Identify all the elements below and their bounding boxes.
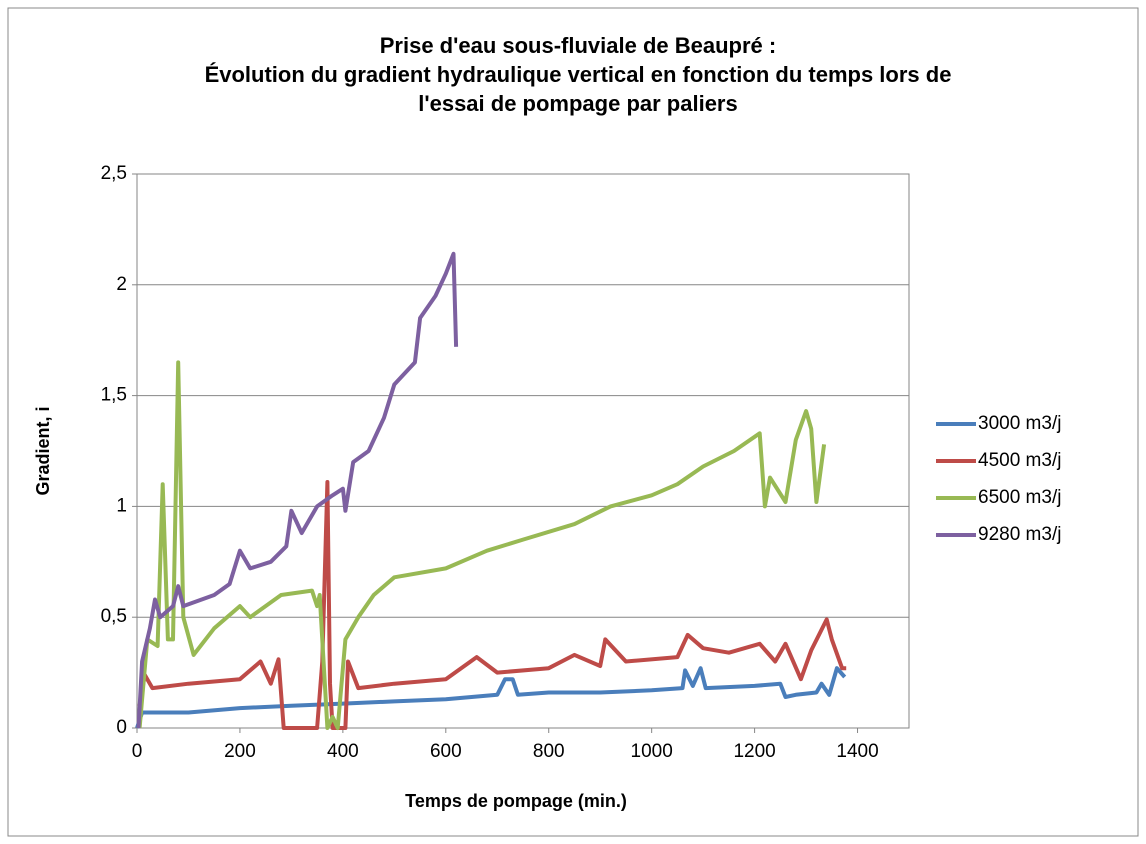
y-tick-label: 1,5 (101, 385, 127, 406)
x-tick-label: 1400 (836, 741, 878, 762)
x-tick-label: 200 (224, 741, 256, 762)
x-tick-label: 1000 (631, 741, 673, 762)
y-tick-label: 0 (116, 717, 127, 738)
legend-label: 4500 m3/j (978, 450, 1061, 471)
plot-area (136, 173, 910, 729)
y-tick-label: 2 (116, 274, 127, 295)
legend-label: 9280 m3/j (978, 524, 1061, 545)
x-tick-label: 0 (132, 741, 143, 762)
series-line (136, 251, 459, 729)
x-tick-label: 800 (533, 741, 565, 762)
x-tick-label: 1200 (733, 741, 775, 762)
series-line (137, 360, 827, 730)
x-axis-title: Temps de pompage (min.) (405, 791, 627, 811)
y-tick-label: 2,5 (101, 163, 127, 184)
chart-title: l'essai de pompage par paliers (418, 91, 737, 116)
chart-title: Évolution du gradient hydraulique vertic… (205, 62, 952, 87)
x-tick-label: 600 (430, 741, 462, 762)
legend-label: 3000 m3/j (978, 413, 1061, 434)
y-tick-label: 1 (116, 495, 127, 516)
x-tick-label: 400 (327, 741, 359, 762)
series-line (137, 480, 847, 730)
y-tick-label: 0,5 (101, 606, 127, 627)
chart-title: Prise d'eau sous-fluviale de Beaupré : (380, 33, 776, 58)
legend-label: 6500 m3/j (978, 487, 1061, 508)
y-axis-title: Gradient, i (33, 406, 53, 495)
